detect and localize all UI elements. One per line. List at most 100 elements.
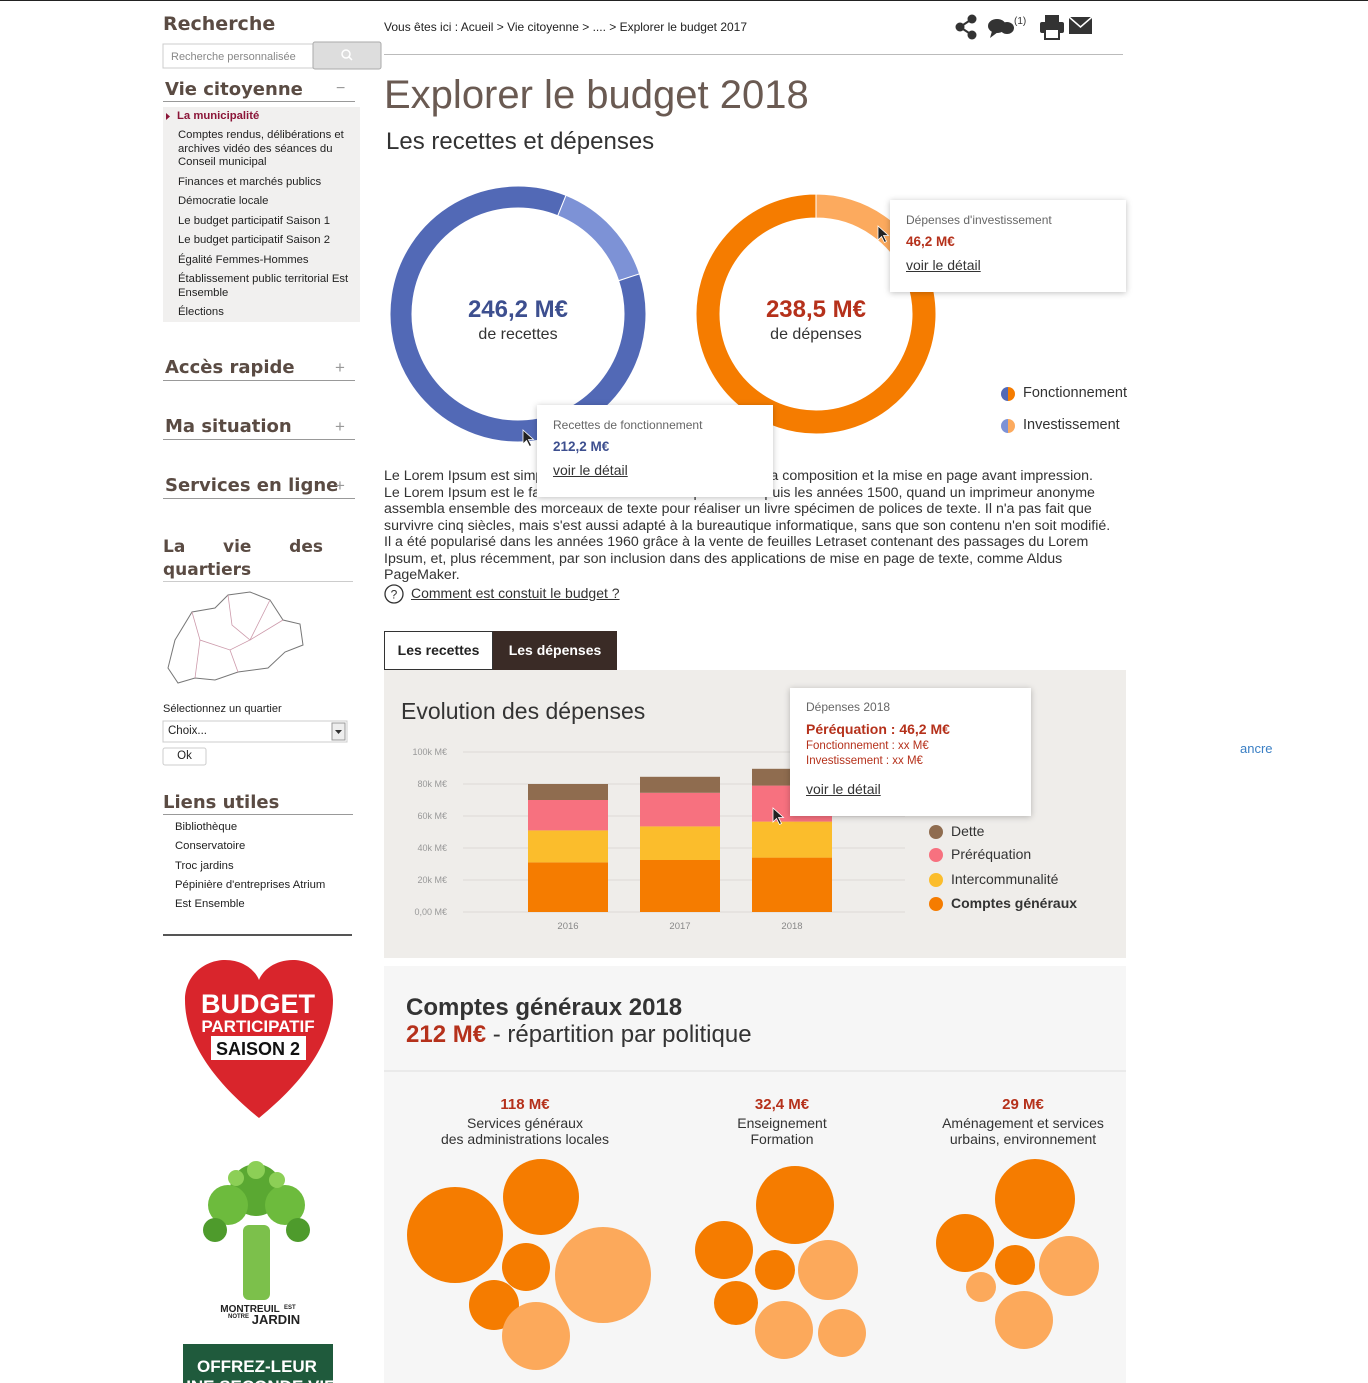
quartiers-rule [163,581,353,582]
donut-segment [695,193,937,435]
link-item[interactable]: Troc jardins [175,859,234,872]
section-toggle[interactable]: + [335,417,345,436]
bar-segment [640,826,720,860]
search-button[interactable] [312,41,382,70]
ok-button[interactable] [162,747,207,766]
group-amount: 32,4 M€ [754,1096,810,1113]
bubble [936,1214,994,1272]
menu-title[interactable]: Vie citoyenne [165,79,303,100]
menu-item[interactable]: Comptes rendus, délibérations et archive… [178,129,344,168]
jardin-logo[interactable] [203,1161,310,1300]
section-rule [163,498,355,499]
select-label: Sélectionnez un quartier [163,703,282,715]
bubble [407,1187,503,1283]
bubble [755,1250,795,1290]
tooltip-link[interactable]: voir le détail [553,462,628,478]
help-link[interactable]: Comment est constuit le budget ? [411,585,620,601]
mail-icon[interactable] [1068,16,1093,34]
bubble [502,1302,570,1370]
badge-text: EST [284,1305,296,1311]
legend-dot [929,825,943,839]
share-icon[interactable] [955,14,977,40]
menu-item[interactable]: Élections [178,306,224,318]
link-item[interactable]: Est Ensemble [175,898,245,911]
badge-text: JARDIN [252,1312,300,1327]
y-tick-label: 40k M€ [417,843,447,853]
select-value[interactable]: Choix... [168,725,207,737]
menu-item[interactable]: Finances et marchés publics [178,175,322,188]
search-input-box[interactable] [162,43,314,69]
ok-label[interactable]: Ok [177,750,192,762]
section-toggle[interactable]: + [335,476,345,495]
tooltip-link[interactable]: voir le détail [806,781,881,797]
x-tick-label: 2017 [669,921,690,932]
comptes-caption: - répartition par politique [492,1021,752,1048]
bubble [695,1221,753,1279]
tooltip-value: 212,2 M€ [553,439,610,454]
tab-active[interactable]: Les dépenses [493,631,617,670]
bubble [714,1281,758,1325]
district-select[interactable] [162,720,348,743]
bar-segment [752,857,832,912]
bar-segment [528,800,608,831]
badge-text: NOTRE [228,1314,249,1320]
menu-toggle[interactable]: − [336,80,346,97]
menu-item[interactable]: Démocratie locale [178,195,269,207]
badge-text: UNE SECONDE VIE [179,1377,336,1383]
link-item[interactable]: Bibliothèque [175,821,238,833]
menu-item[interactable]: Établissement public territorial Est Ens… [178,273,349,299]
section-title[interactable]: Ma situation [165,416,292,437]
legend-dot [929,873,943,887]
menu-box [163,107,360,322]
paragraph: Il a été popularisé dans les années 1960… [384,534,1089,583]
bubble [798,1240,858,1300]
y-tick-label: 20k M€ [417,875,447,885]
search-placeholder[interactable]: Recherche personnalisée [171,51,296,63]
section-toggle[interactable]: + [335,358,345,377]
section-title[interactable]: Accès rapide [165,357,295,378]
section-rule [163,439,355,440]
bubble [995,1291,1053,1349]
print-icon[interactable] [1040,15,1064,40]
legend-label: Préréquation [951,846,1032,862]
menu-active[interactable]: La municipalité [177,110,260,122]
bar-segment [640,860,720,912]
comment-icon[interactable] [988,19,1014,38]
link-item[interactable]: Conservatoire [175,840,246,853]
bubble [469,1280,519,1330]
comment-count: (1) [1014,16,1027,27]
menu-item[interactable]: Le budget participatif Saison 1 [178,214,330,227]
legend-label: Fonctionnement [1023,385,1127,401]
select-arrow [335,730,342,734]
season-box [211,1036,306,1060]
link-item[interactable]: Pépinière d'entreprises Atrium [175,878,326,891]
y-tick-label: 100k M€ [412,747,447,757]
tab[interactable]: Les recettes [384,631,493,670]
legend-label: Dette [951,823,985,839]
legend-swatch [1001,387,1008,401]
bar-segment [528,784,608,800]
menu-item[interactable]: Égalité Femmes-Hommes [178,253,309,266]
badge-text: MONTREUIL [220,1304,279,1315]
legend-swatch [1008,419,1015,433]
anchor-link[interactable]: ancre [1240,741,1273,756]
section-title[interactable]: Services en ligne [165,475,339,496]
donut-total: 246,2 M€ [467,296,569,323]
tooltip-link[interactable]: voir le détail [906,257,981,273]
donut-caption: de dépenses [770,326,862,343]
breadcrumb[interactable]: Vous êtes ici : Acueil > Vie citoyenne >… [384,20,748,34]
links-rule [163,814,353,815]
tooltip-title: Recettes de fonctionnement [553,418,703,432]
district-map[interactable] [167,591,304,684]
x-tick-label: 2016 [557,921,578,932]
bubble [966,1272,996,1302]
tooltip-headline: Péréquation : 46,2 M€ [806,721,950,737]
search-icon [341,49,353,61]
menu-item[interactable]: Le budget participatif Saison 2 [178,234,330,246]
legend-label: Intercommunalité [951,871,1059,887]
comptes-title: Comptes généraux 2018 [406,994,683,1021]
help-icon[interactable] [384,584,404,604]
banner[interactable] [183,1344,333,1383]
group-label: urbains, environnement [949,1131,1097,1147]
tooltip: Recettes de fonctionnement 212,2 M€ voir l… [537,405,773,497]
